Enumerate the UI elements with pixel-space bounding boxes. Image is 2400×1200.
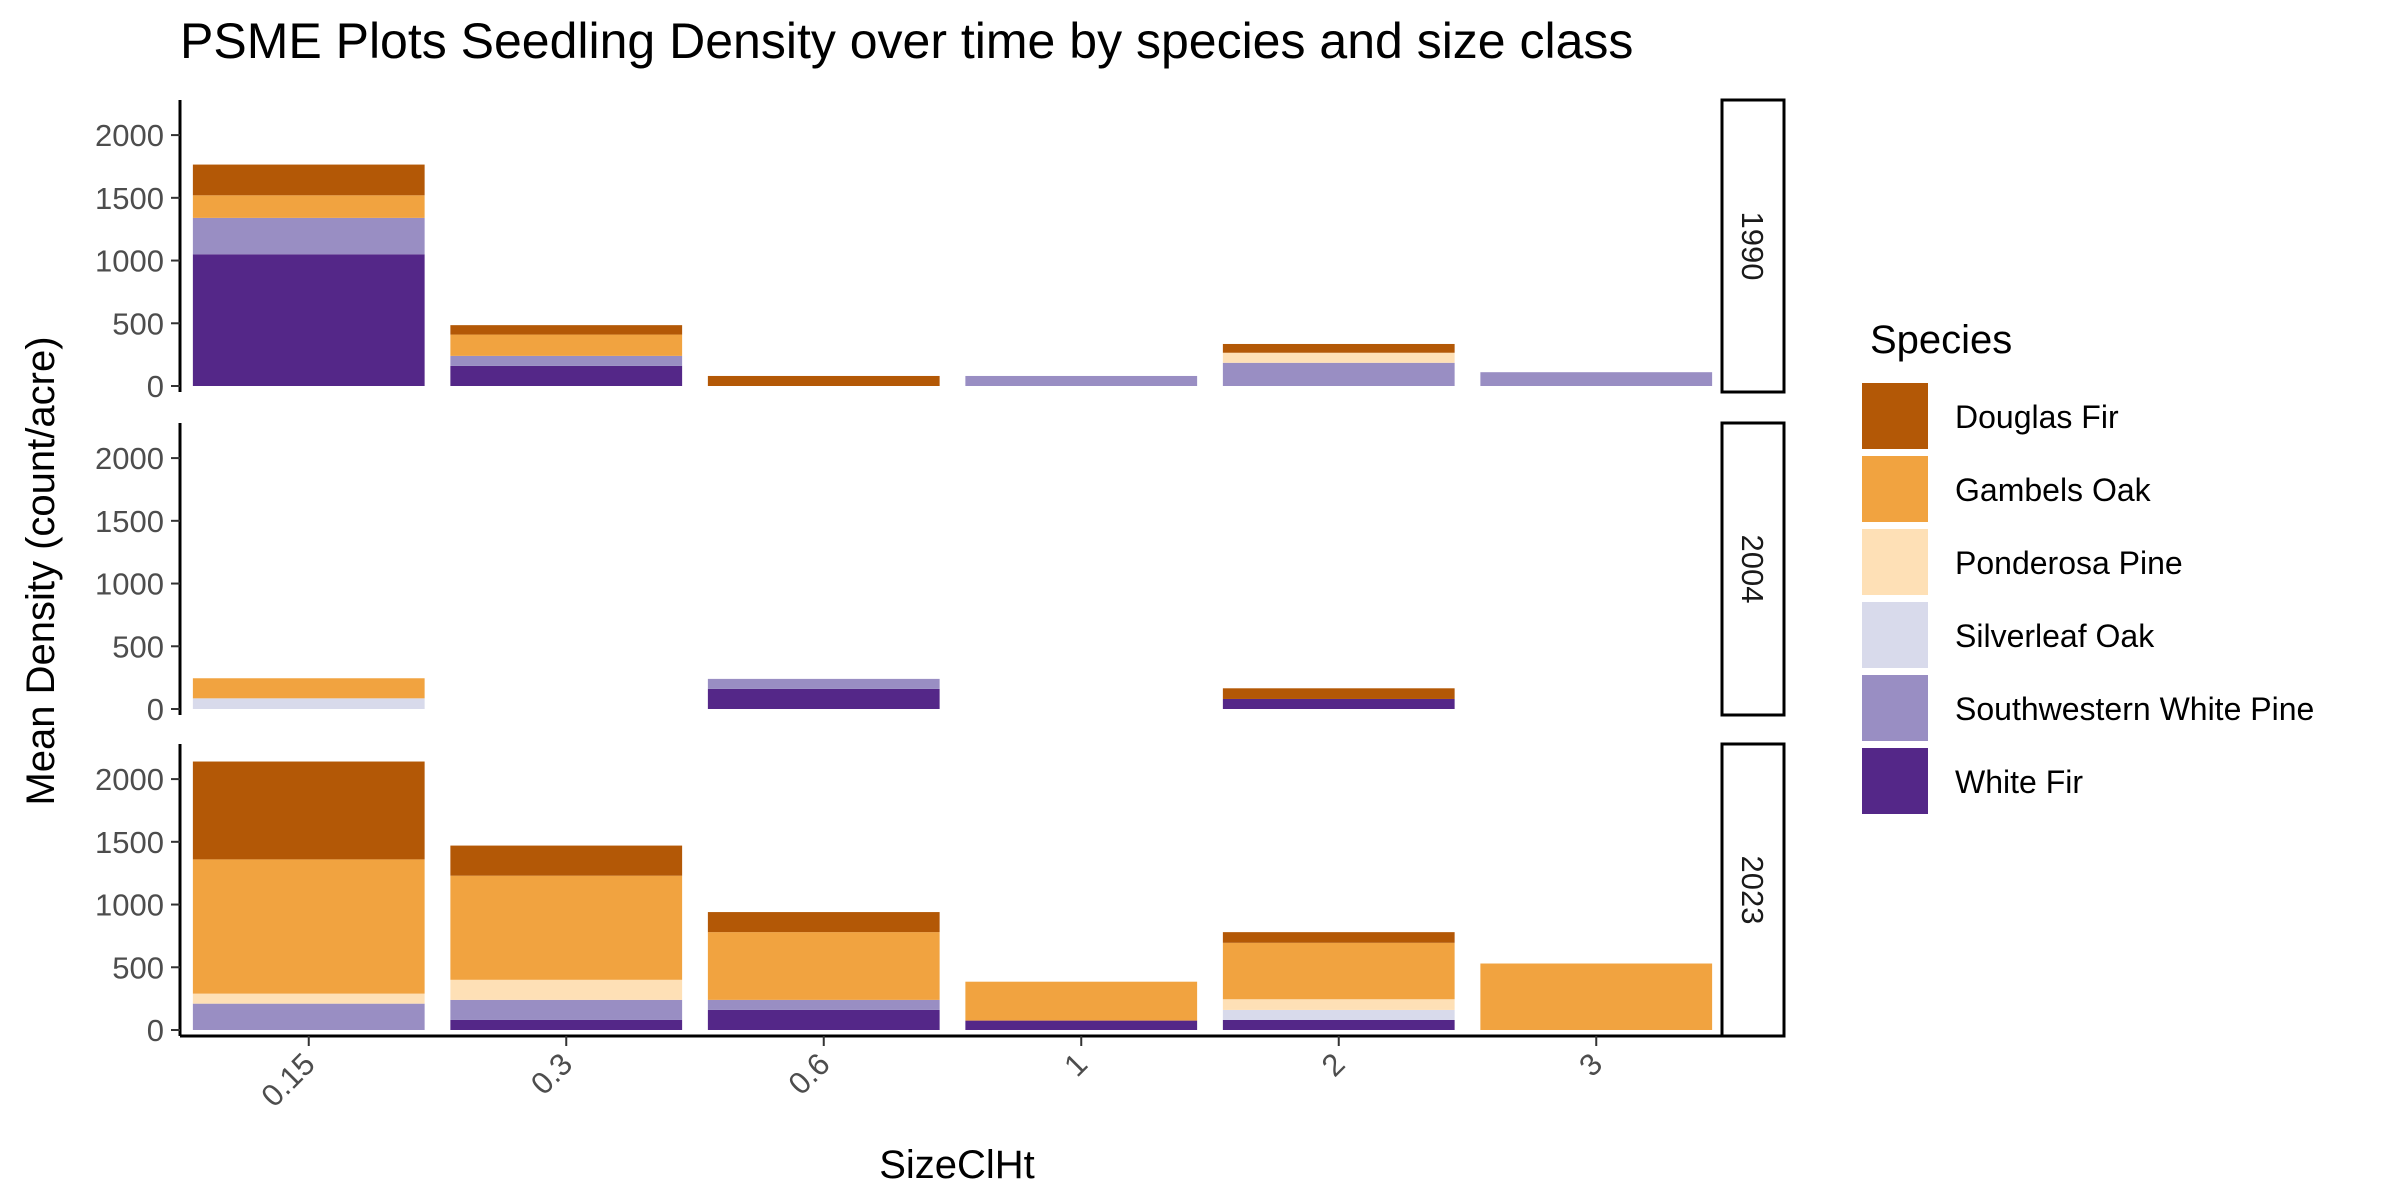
x-tick-label: 0.6 [781, 1046, 836, 1101]
bar-segment [965, 1020, 1198, 1030]
legend-swatch [1862, 529, 1928, 595]
legend-label: Southwestern White Pine [1955, 691, 2314, 727]
legend-swatch [1862, 602, 1928, 668]
y-tick-label: 1000 [95, 888, 164, 923]
bar-segment [450, 875, 683, 980]
x-tick-label: 0.3 [524, 1046, 579, 1101]
bar-segment [192, 164, 425, 196]
bar-segment [192, 698, 425, 709]
legend-item: White Fir [1862, 748, 2083, 814]
y-tick-label: 1000 [95, 567, 164, 602]
facet-strip-label: 2004 [1735, 535, 1770, 604]
bar-segment [707, 999, 940, 1010]
y-tick-label: 500 [112, 950, 164, 985]
legend-swatch [1862, 383, 1928, 449]
bar-segment [965, 375, 1198, 386]
legend-label: Douglas Fir [1955, 399, 2119, 435]
x-axis-title: SizeClHt [879, 1143, 1035, 1187]
bar-segment [192, 678, 425, 699]
facet-strip [1720, 742, 1786, 1038]
legend-items: Douglas Fir Gambels Oak Ponderosa Pine Silv… [1862, 383, 2314, 814]
bar-segment [1222, 1019, 1455, 1030]
bar-segment [192, 254, 425, 386]
x-tick-label: 2 [1315, 1046, 1352, 1083]
y-tick-label: 1500 [95, 825, 164, 860]
y-tick-label: 0 [147, 369, 164, 404]
bar-segment [450, 999, 683, 1020]
legend-swatch [1862, 456, 1928, 522]
bar-segment [192, 195, 425, 218]
legend-swatch [1862, 748, 1928, 814]
bar-segment [707, 912, 940, 933]
bar-segment [1480, 372, 1713, 386]
bar-segment [1222, 352, 1455, 363]
bar-segment [707, 375, 940, 386]
facet-strip-label: 2023 [1735, 856, 1770, 925]
y-tick-label: 500 [112, 629, 164, 664]
bar-segment [1222, 343, 1455, 353]
bar-segment [192, 217, 425, 255]
facet-panel-2023: 0 500 1000 1500 2000 2023 [95, 742, 1786, 1048]
bar-segment [192, 761, 425, 860]
x-axis: 0.15 0.3 0.6 1 2 3 [180, 1034, 1725, 1114]
bar-segment [1222, 688, 1455, 699]
legend-item: Southwestern White Pine [1862, 675, 2314, 741]
legend-title: Species [1870, 318, 2012, 362]
bar-segment [1222, 942, 1455, 1000]
bar-segment [450, 325, 683, 335]
legend-label: Gambels Oak [1955, 472, 2152, 508]
bar-segment [450, 1019, 683, 1030]
facet-panel-1990: 0 500 1000 1500 2000 1990 [95, 98, 1786, 404]
x-tick-label: 1 [1057, 1046, 1094, 1083]
bar-segment [1222, 362, 1455, 386]
bar-segment [707, 1009, 940, 1030]
legend-swatch [1862, 675, 1928, 741]
facet-panel-2004: 0 500 1000 1500 2000 2004 [95, 421, 1786, 727]
legend-item: Silverleaf Oak [1862, 602, 2155, 668]
y-tick-label: 0 [147, 692, 164, 727]
legend-label: Ponderosa Pine [1955, 545, 2183, 581]
bar-segment [707, 932, 940, 1000]
y-tick-label: 1500 [95, 504, 164, 539]
y-axis-title: Mean Density (count/acre) [19, 336, 63, 805]
bar-segment [707, 678, 940, 689]
chart-title: PSME Plots Seedling Density over time by… [180, 13, 1633, 69]
legend-label: Silverleaf Oak [1955, 618, 2155, 654]
bar-segment [1480, 963, 1713, 1030]
legend: Species Douglas Fir Gambels Oak Ponderosa … [1862, 318, 2314, 814]
legend-item: Douglas Fir [1862, 383, 2119, 449]
bar-segment [965, 981, 1198, 1021]
bar-segment [450, 355, 683, 366]
y-tick-label: 0 [147, 1013, 164, 1048]
legend-label: White Fir [1955, 764, 2083, 800]
y-tick-label: 2000 [95, 762, 164, 797]
facet-strip-label: 1990 [1735, 212, 1770, 281]
bar-segment [192, 993, 425, 1004]
bar-segment [450, 365, 683, 386]
bar-segment [192, 1003, 425, 1030]
y-tick-label: 2000 [95, 118, 164, 153]
bar-segment [450, 334, 683, 356]
legend-item: Ponderosa Pine [1862, 529, 2183, 595]
bar-segment [450, 979, 683, 1000]
facet-panels: 0 500 1000 1500 2000 1990 0 500 1000 1500 2000 2004… [95, 98, 1786, 1048]
bar-segment [1222, 999, 1455, 1010]
x-tick-label: 3 [1572, 1046, 1609, 1083]
y-tick-label: 500 [112, 306, 164, 341]
legend-item: Gambels Oak [1862, 456, 2152, 522]
bar-segment [707, 688, 940, 709]
facet-strip [1720, 421, 1786, 717]
bar-segment [1222, 698, 1455, 709]
bar-segment [450, 845, 683, 876]
bar-segment [192, 859, 425, 994]
y-tick-label: 1000 [95, 244, 164, 279]
y-tick-label: 2000 [95, 441, 164, 476]
facet-strip [1720, 98, 1786, 394]
bar-segment [1222, 1009, 1455, 1020]
y-tick-label: 1500 [95, 181, 164, 216]
x-tick-label: 0.15 [254, 1046, 321, 1113]
bar-segment [1222, 932, 1455, 943]
